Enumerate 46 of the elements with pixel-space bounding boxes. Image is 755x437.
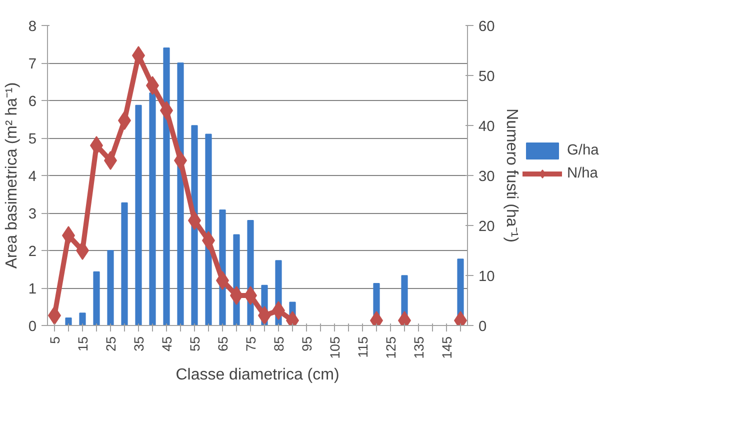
bar <box>79 312 86 326</box>
x-tick-label: 95 <box>300 336 314 352</box>
y2-tick-label: 40 <box>478 119 495 135</box>
x-tick-label: 125 <box>384 336 398 359</box>
bar <box>149 92 156 326</box>
y2-tick-label: 10 <box>478 269 495 285</box>
x-tick-label: 75 <box>244 336 258 352</box>
y-tick-label: 2 <box>28 244 37 260</box>
bar <box>107 250 114 326</box>
bar <box>205 134 212 326</box>
y-tick-label: 5 <box>28 132 37 148</box>
y-tick-label: 1 <box>28 282 37 298</box>
x-tick-label: 35 <box>132 336 146 352</box>
y-tick-label: 3 <box>28 206 37 222</box>
x-tick-label: 25 <box>104 336 118 352</box>
x-axis-title: Classe diametrica (cm) <box>176 366 340 384</box>
bar <box>65 318 72 326</box>
bar <box>93 271 100 326</box>
y-tick-label: 7 <box>28 56 37 72</box>
bar <box>135 104 142 326</box>
x-tick-label: 115 <box>356 336 370 358</box>
y2-tick-label: 60 <box>478 19 495 35</box>
bar <box>121 202 128 326</box>
bar <box>177 62 184 326</box>
x-tick-label: 55 <box>188 336 202 352</box>
y2-tick-label: 50 <box>478 69 495 85</box>
x-tick-label: 15 <box>76 336 90 352</box>
x-tick-label: 65 <box>216 336 230 352</box>
x-tick-label: 45 <box>160 336 174 352</box>
x-tick-label: 145 <box>440 336 454 359</box>
legend-label: G/ha <box>567 142 599 158</box>
y-tick-label: 4 <box>28 169 37 185</box>
legend-label: N/ha <box>567 166 598 182</box>
y-tick-label: 6 <box>28 94 37 110</box>
y-tick-label: 8 <box>28 19 37 35</box>
bar <box>163 48 170 326</box>
y-axis-title: Area basimetrica (m² ha⁻¹) <box>3 82 20 269</box>
x-tick-label: 135 <box>412 336 426 359</box>
y-tick-label: 0 <box>28 319 37 335</box>
x-tick-label: 85 <box>272 336 286 352</box>
y2-tick-label: 0 <box>478 319 487 335</box>
y2-tick-label: 20 <box>478 219 495 235</box>
y2-tick-label: 30 <box>478 169 495 185</box>
x-tick-label: 105 <box>328 336 342 359</box>
y2-axis-title: Numero fusti (ha⁻¹) <box>502 108 520 242</box>
x-tick-label: 5 <box>48 336 62 344</box>
